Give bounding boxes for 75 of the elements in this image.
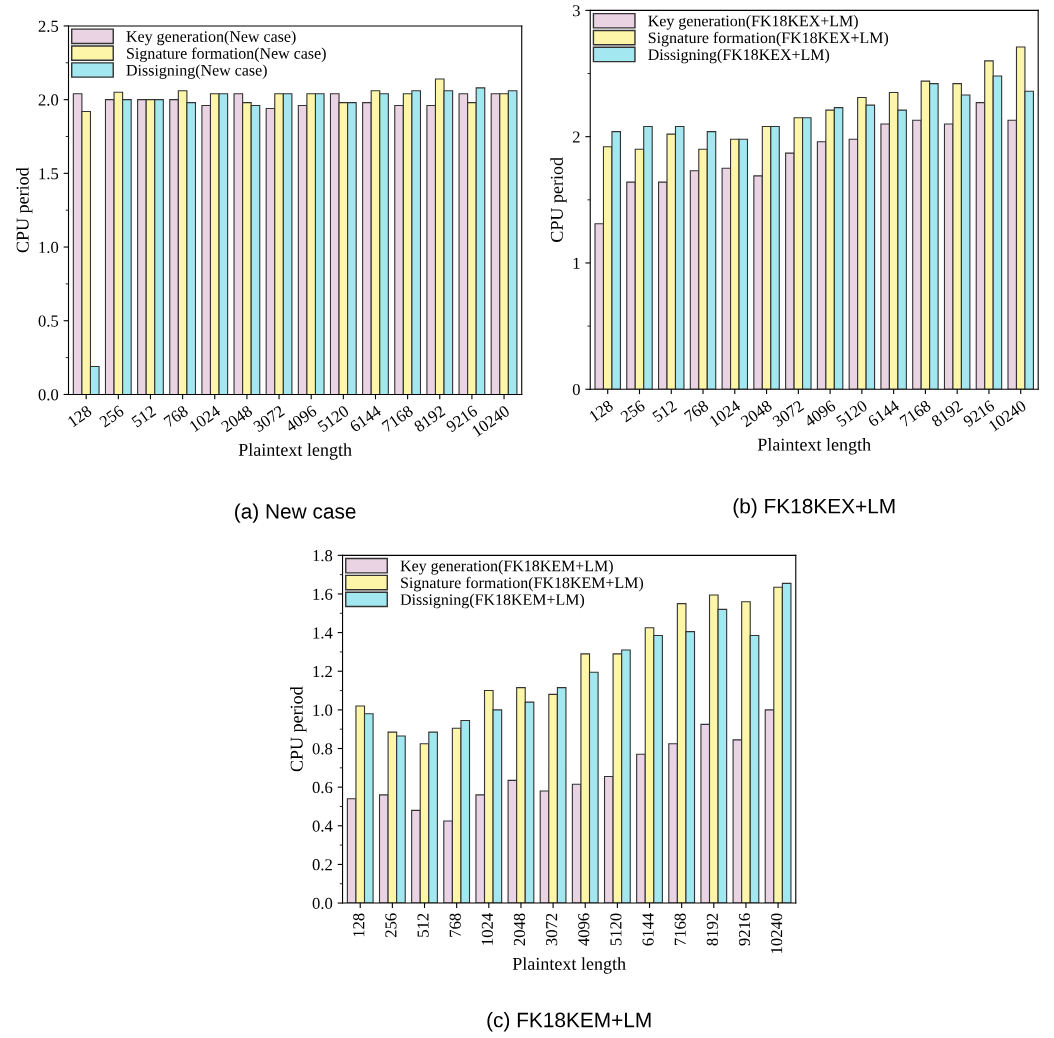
y-tick-label: 3 — [572, 5, 580, 17]
y-tick-label: 1.0 — [39, 241, 59, 254]
y-tick-label: 0.8 — [312, 743, 333, 755]
y-tick-label: 1.6 — [313, 588, 333, 600]
y-tick-label: 0.5 — [38, 315, 59, 327]
y-axis-title: CPU period — [16, 167, 33, 253]
legend-label: Dissigning(New case) — [126, 64, 267, 79]
x-tick-label: 5120 — [610, 913, 622, 946]
x-tick-label: 256 — [619, 399, 646, 423]
x-tick-label: 512 — [131, 405, 157, 428]
legend-label: Key generation(FK18KEX+LM) — [648, 15, 858, 30]
x-tick-label: 768 — [163, 404, 189, 428]
text: (a) New case — [235, 503, 356, 523]
x-tick-label: 1024 — [188, 404, 222, 433]
x-tick-label: 512 — [651, 399, 678, 423]
x-tick-label: 256 — [385, 913, 397, 938]
y-tick-label: 2.5 — [38, 20, 59, 32]
x-tick-label: 1024 — [481, 913, 493, 945]
x-tick-label: 3072 — [771, 399, 805, 428]
x-tick-label: 8192 — [706, 913, 718, 946]
x-tick-label: 7168 — [381, 404, 414, 433]
x-tick-label: 128 — [588, 399, 614, 423]
y-tick-label: 0.0 — [312, 897, 333, 910]
x-axis-title: Plaintext length — [238, 443, 352, 460]
x-tick-label: 128 — [353, 913, 365, 937]
y-tick-label: 1.4 — [313, 627, 333, 639]
x-tick-label: 3072 — [252, 405, 286, 433]
y-tick-label: 0.2 — [312, 859, 332, 871]
y-tick-label: 0.0 — [38, 389, 59, 401]
legend-label: Key generation(New case) — [126, 30, 296, 46]
x-tick-label: 8192 — [930, 399, 964, 428]
legend-label: Dissigning(FK18KEX+LM) — [648, 48, 830, 64]
y-tick-label: 0.6 — [312, 781, 333, 794]
y-tick-label: 1.5 — [39, 168, 59, 180]
y-tick-label: 1.8 — [313, 550, 333, 562]
y-tick-label: 1.2 — [313, 665, 332, 678]
x-tick-label: 6144 — [642, 913, 654, 946]
x-tick-label: 128 — [67, 404, 93, 428]
x-tick-label: 5120 — [317, 404, 350, 433]
y-tick-label: 2 — [572, 131, 580, 143]
legend-label: Signature formation(FK18KEX+LM) — [648, 31, 889, 47]
text: (c) FK18KEM+LM — [487, 1012, 651, 1032]
legend-label: Key generation(FK18KEM+LM) — [400, 560, 613, 575]
legend-label: Signature formation(New case) — [127, 47, 326, 63]
x-tick-label: 512 — [417, 913, 429, 937]
x-tick-label: 8192 — [413, 405, 446, 433]
x-tick-label: 768 — [683, 399, 710, 423]
x-tick-label: 4096 — [284, 404, 318, 433]
x-tick-label: 4096 — [578, 913, 590, 946]
y-tick-label: 2.0 — [38, 94, 59, 106]
x-axis-title: Plaintext length — [512, 957, 626, 974]
y-tick-label: 1.0 — [313, 704, 333, 716]
x-tick-label: 1024 — [708, 399, 742, 427]
y-tick-label: 0.4 — [312, 820, 333, 832]
legend-label: Signature formation(FK18KEM+LM) — [401, 576, 644, 592]
x-tick-label: 9216 — [738, 913, 751, 946]
x-tick-label: 768 — [449, 913, 461, 937]
x-tick-label: 10240 — [771, 913, 783, 953]
x-tick-label: 2048 — [740, 399, 773, 428]
x-tick-label: 2048 — [220, 404, 254, 433]
legend-label: Dissigning(FK18KEM+LM) — [400, 593, 585, 609]
y-tick-label: 0 — [572, 383, 580, 396]
text: (b) FK18KEX+LM — [733, 498, 895, 518]
x-axis-title: Plaintext length — [757, 438, 871, 455]
x-tick-label: 7168 — [899, 399, 932, 428]
x-tick-label: 5120 — [835, 399, 869, 428]
x-tick-label: 4096 — [803, 399, 837, 428]
y-axis-title: CPU period — [290, 686, 307, 772]
y-axis-title: CPU period — [550, 157, 567, 242]
x-tick-label: 3072 — [546, 913, 558, 946]
x-tick-label: 7168 — [674, 913, 686, 946]
x-tick-label: 256 — [98, 404, 125, 428]
x-tick-label: 2048 — [513, 913, 526, 946]
x-tick-label: 6144 — [349, 404, 382, 433]
y-tick-label: 1 — [573, 257, 580, 269]
